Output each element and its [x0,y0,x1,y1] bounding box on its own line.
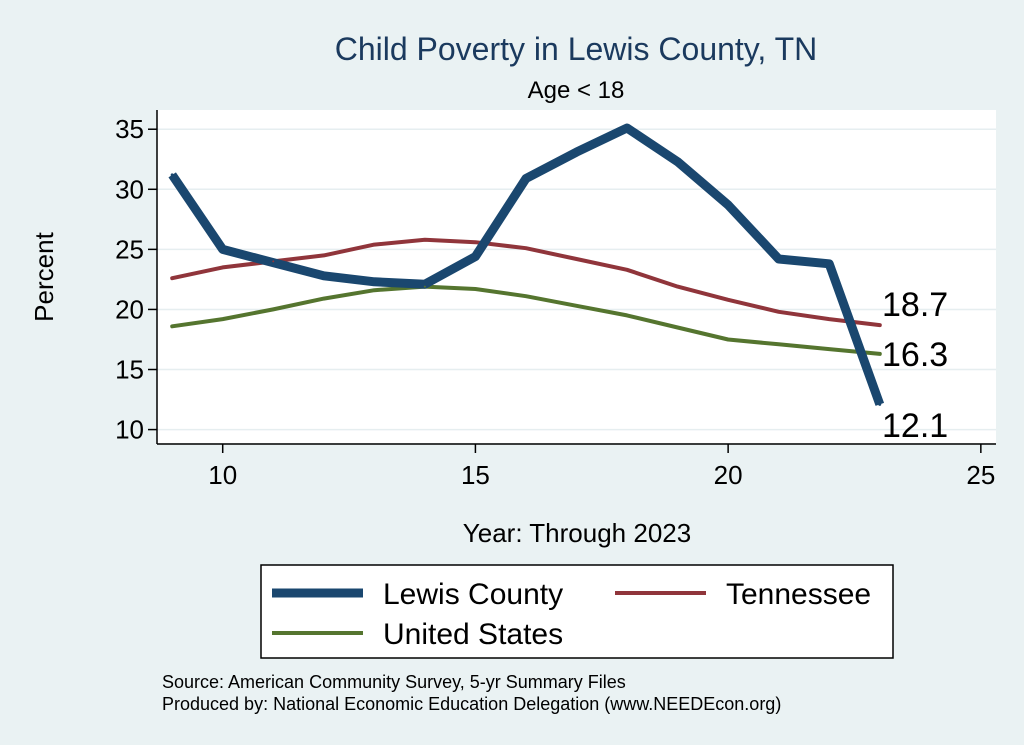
data-point-united-states [676,326,679,329]
end-label-lewis-county: 12.1 [882,407,948,445]
data-point-lewis-county [423,282,427,286]
data-point-tennessee [676,285,679,288]
data-point-tennessee [322,254,325,257]
data-point-tennessee [575,257,578,260]
chart-title: Child Poverty in Lewis County, TN [335,31,818,67]
data-point-tennessee [777,310,780,313]
y-tick-label: 10 [115,415,144,445]
y-tick-label: 35 [115,114,144,144]
x-tick-label: 25 [966,460,995,490]
data-point-united-states [626,314,629,317]
data-point-united-states [322,297,325,300]
data-point-united-states [474,288,477,291]
produced-by-note: Produced by: National Economic Education… [162,694,781,714]
end-label-tennessee: 18.7 [882,286,948,324]
x-tick-label: 10 [208,460,237,490]
y-tick-label: 15 [115,355,144,385]
y-tick-label: 20 [115,294,144,324]
data-point-united-states [575,304,578,307]
data-point-lewis-county [676,160,680,164]
data-point-tennessee [221,266,224,269]
y-axis-title: Percent [29,231,59,321]
data-point-tennessee [171,277,174,280]
legend: Lewis County Tennessee United States [260,564,894,659]
data-point-lewis-county [777,257,781,261]
axis-ticks [148,128,982,453]
data-point-lewis-county [372,280,376,284]
data-point-lewis-county [827,262,831,266]
data-point-united-states [423,285,426,288]
x-tick-label: 15 [461,460,490,490]
y-tick-labels: 10 15 20 25 30 35 [115,114,144,444]
x-tick-labels: 10 15 20 25 [208,460,995,490]
data-point-tennessee [626,268,629,271]
data-point-lewis-county [878,402,882,406]
data-point-united-states [171,325,174,328]
data-point-united-states [272,308,275,311]
x-axis-title: Year: Through 2023 [463,518,691,548]
data-point-tennessee [524,247,527,250]
data-point-tennessee [272,260,275,263]
data-point-lewis-county [726,203,730,207]
data-point-united-states [727,338,730,341]
data-point-lewis-county [625,126,629,130]
data-point-tennessee [828,318,831,321]
data-point-united-states [221,318,224,321]
data-point-lewis-county [524,176,528,180]
gridlines [157,128,996,431]
data-point-united-states [777,343,780,346]
legend-label-lewis-county: Lewis County [383,578,563,611]
y-tick-label: 30 [115,174,144,204]
data-point-united-states [373,289,376,292]
data-point-united-states [878,352,881,355]
data-points [170,126,882,406]
data-point-lewis-county [170,173,174,177]
y-tick-label: 25 [115,234,144,264]
end-label-united-states: 16.3 [882,336,948,374]
legend-label-united-states: United States [383,618,563,651]
plot-area [157,110,996,443]
data-point-tennessee [727,298,730,301]
data-point-lewis-county [221,247,225,251]
x-tick-label: 20 [714,460,743,490]
data-point-tennessee [373,243,376,246]
data-point-tennessee [423,238,426,241]
source-note: Source: American Community Survey, 5-yr … [162,672,626,692]
data-point-lewis-county [575,150,578,154]
data-point-united-states [828,348,831,351]
legend-label-tennessee: Tennessee [726,578,871,611]
data-point-tennessee [878,324,881,327]
chart-subtitle: Age < 18 [528,77,625,104]
data-point-united-states [524,295,527,298]
data-point-lewis-county [322,274,326,278]
data-point-tennessee [474,241,477,244]
legend-box [260,564,894,659]
data-point-lewis-county [473,255,477,259]
